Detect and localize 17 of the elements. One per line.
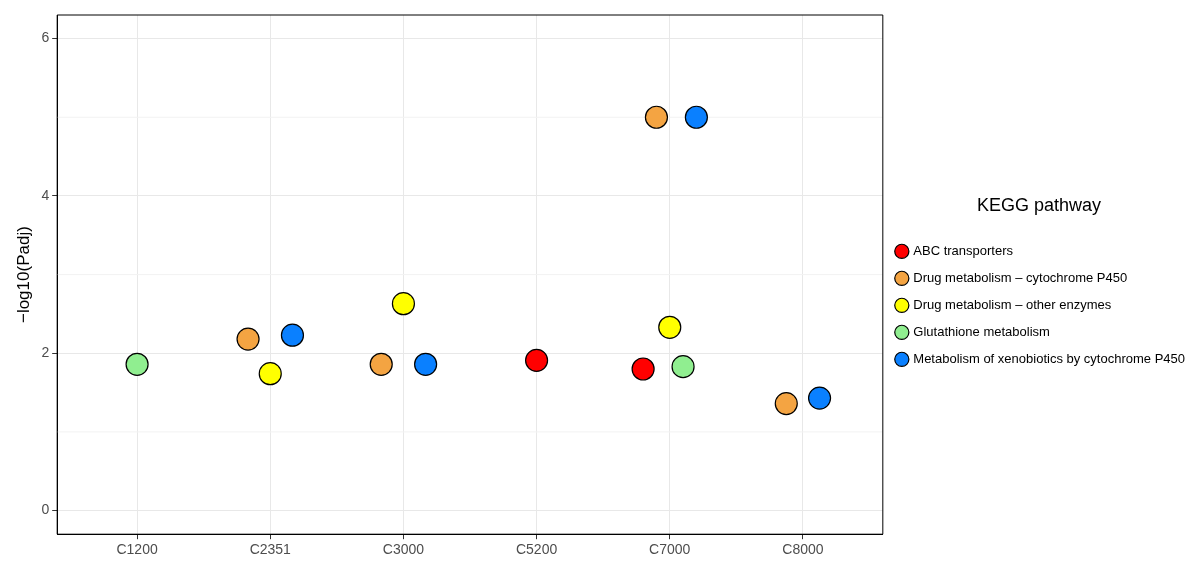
x-tick-label: C5200 bbox=[515, 541, 558, 558]
y-tick-label: 6 bbox=[41, 29, 50, 46]
legend-title: KEGG pathway bbox=[976, 195, 1101, 216]
legend-label: Drug metabolism – cytochrome P450 bbox=[913, 269, 1128, 285]
legend-label: Drug metabolism – other enzymes bbox=[913, 296, 1112, 312]
legend-label: ABC transporters bbox=[913, 242, 1014, 258]
x-tick-label: C8000 bbox=[782, 541, 824, 558]
legend-label: Metabolism of xenobiotics by cytochrome P450 bbox=[913, 350, 1185, 366]
x-tick-label: C7000 bbox=[649, 541, 691, 558]
y-tick-label: 0 bbox=[41, 501, 50, 518]
y-tick-label: 2 bbox=[41, 344, 50, 361]
y-axis-title: −log10(Padj) bbox=[13, 226, 33, 324]
x-tick-label: C1200 bbox=[116, 541, 158, 558]
x-tick-label: C2351 bbox=[249, 541, 292, 558]
y-tick-label: 4 bbox=[41, 186, 50, 203]
x-tick-label: C3000 bbox=[382, 541, 425, 558]
legend-label: Glutathione metabolism bbox=[913, 323, 1050, 339]
